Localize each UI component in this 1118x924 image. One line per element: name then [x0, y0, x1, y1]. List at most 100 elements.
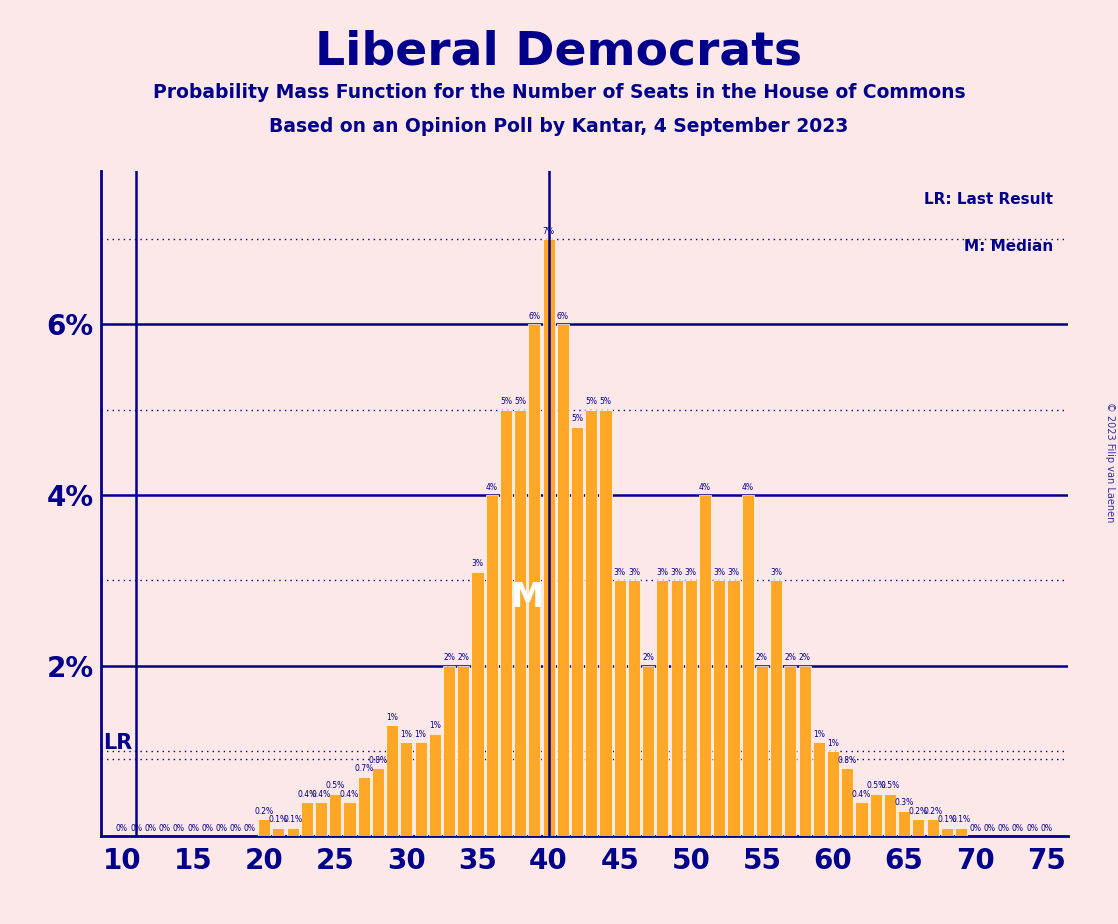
Text: 0.2%: 0.2%	[909, 807, 928, 816]
Text: 2%: 2%	[785, 653, 796, 663]
Text: 4%: 4%	[485, 482, 498, 492]
Bar	[642, 665, 654, 836]
Text: 0%: 0%	[159, 824, 171, 833]
Text: 2%: 2%	[443, 653, 455, 663]
Text: 0%: 0%	[216, 824, 227, 833]
Bar	[813, 742, 825, 836]
Text: 5%: 5%	[500, 397, 512, 407]
Text: 0%: 0%	[244, 824, 256, 833]
Text: 3%: 3%	[614, 568, 626, 577]
Text: 0%: 0%	[1012, 824, 1024, 833]
Text: 0.8%: 0.8%	[837, 756, 856, 764]
Bar	[542, 239, 555, 836]
Text: 0%: 0%	[201, 824, 214, 833]
Bar	[273, 828, 284, 836]
Text: 1%: 1%	[400, 730, 413, 739]
Text: 0.4%: 0.4%	[340, 790, 359, 798]
Text: 3%: 3%	[656, 568, 669, 577]
Bar	[457, 665, 470, 836]
Text: Liberal Democrats: Liberal Democrats	[315, 30, 803, 75]
Text: 3%: 3%	[628, 568, 639, 577]
Bar	[400, 742, 413, 836]
Text: Probability Mass Function for the Number of Seats in the House of Commons: Probability Mass Function for the Number…	[153, 83, 965, 103]
Text: 1%: 1%	[429, 722, 440, 731]
Text: 3%: 3%	[685, 568, 697, 577]
Bar	[827, 751, 840, 836]
Bar	[286, 828, 299, 836]
Bar	[870, 794, 882, 836]
Bar	[557, 324, 569, 836]
Bar	[258, 820, 271, 836]
Bar	[514, 409, 527, 836]
Text: 4%: 4%	[699, 482, 711, 492]
Bar	[500, 409, 512, 836]
Bar	[841, 768, 853, 836]
Bar	[472, 572, 484, 836]
Bar	[628, 580, 639, 836]
Text: Based on an Opinion Poll by Kantar, 4 September 2023: Based on an Opinion Poll by Kantar, 4 Se…	[269, 117, 849, 137]
Text: 3%: 3%	[713, 568, 726, 577]
Text: 0.4%: 0.4%	[297, 790, 316, 798]
Text: 1%: 1%	[813, 730, 825, 739]
Text: 2%: 2%	[756, 653, 768, 663]
Bar	[798, 665, 811, 836]
Bar	[372, 768, 383, 836]
Bar	[358, 776, 370, 836]
Bar	[884, 794, 896, 836]
Bar	[785, 665, 796, 836]
Text: 0.5%: 0.5%	[866, 781, 885, 790]
Text: LR: LR	[104, 733, 133, 753]
Text: 6%: 6%	[557, 312, 569, 321]
Text: 0.7%: 0.7%	[354, 764, 373, 773]
Bar	[301, 802, 313, 836]
Text: LR: Last Result: LR: Last Result	[925, 192, 1053, 207]
Bar	[940, 828, 953, 836]
Bar	[741, 495, 754, 836]
Bar	[529, 324, 540, 836]
Bar	[614, 580, 626, 836]
Bar	[699, 495, 711, 836]
Text: 1%: 1%	[827, 738, 838, 748]
Text: 0.2%: 0.2%	[923, 807, 942, 816]
Text: 3%: 3%	[770, 568, 783, 577]
Text: 5%: 5%	[599, 397, 612, 407]
Bar	[315, 802, 328, 836]
Text: 0%: 0%	[229, 824, 241, 833]
Bar	[713, 580, 726, 836]
Text: M: Median: M: Median	[964, 239, 1053, 254]
Bar	[671, 580, 683, 836]
Text: 3%: 3%	[671, 568, 683, 577]
Text: 4%: 4%	[741, 482, 754, 492]
Text: 0%: 0%	[1041, 824, 1052, 833]
Text: 0%: 0%	[984, 824, 995, 833]
Text: 0.1%: 0.1%	[937, 815, 956, 824]
Text: 5%: 5%	[571, 414, 584, 423]
Bar	[571, 427, 584, 836]
Bar	[485, 495, 498, 836]
Text: 0.8%: 0.8%	[368, 756, 388, 764]
Text: 0%: 0%	[144, 824, 157, 833]
Text: 0%: 0%	[130, 824, 142, 833]
Text: 0.2%: 0.2%	[255, 807, 274, 816]
Text: 0%: 0%	[1026, 824, 1039, 833]
Bar	[728, 580, 739, 836]
Bar	[656, 580, 669, 836]
Text: 0.4%: 0.4%	[852, 790, 871, 798]
Bar	[770, 580, 783, 836]
Bar	[756, 665, 768, 836]
Text: 1%: 1%	[386, 713, 398, 722]
Text: 0%: 0%	[969, 824, 982, 833]
Text: 7%: 7%	[542, 226, 555, 236]
Text: 2%: 2%	[642, 653, 654, 663]
Bar	[898, 810, 910, 836]
Bar	[329, 794, 341, 836]
Text: 0%: 0%	[997, 824, 1010, 833]
Text: 3%: 3%	[472, 559, 483, 568]
Bar	[912, 820, 925, 836]
Text: 0%: 0%	[173, 824, 184, 833]
Text: M: M	[511, 581, 543, 614]
Text: 0%: 0%	[116, 824, 127, 833]
Text: 0%: 0%	[187, 824, 199, 833]
Text: 0.1%: 0.1%	[268, 815, 288, 824]
Text: 6%: 6%	[529, 312, 540, 321]
